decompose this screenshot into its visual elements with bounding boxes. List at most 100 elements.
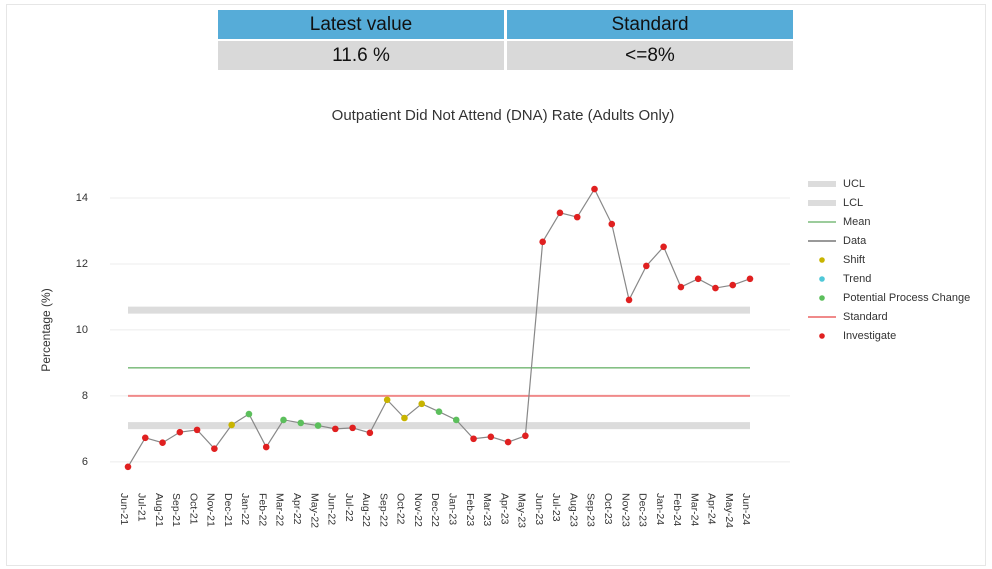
chart-title: Outpatient Did Not Attend (DNA) Rate (Ad…	[332, 107, 675, 124]
x-tick-label: Jun-24	[740, 493, 752, 525]
legend-swatch	[819, 333, 825, 339]
x-tick-label: Apr-24	[706, 493, 718, 525]
x-tick-label: Nov-21	[205, 493, 217, 527]
x-tick-label: Jul-21	[135, 493, 147, 522]
x-tick-label: Jun-21	[118, 493, 130, 525]
legend-label: Shift	[843, 254, 865, 266]
x-tick-label: Dec-21	[222, 493, 234, 527]
x-tick-label: Jun-23	[533, 493, 545, 525]
y-tick-label: 10	[76, 324, 88, 336]
data-point	[211, 445, 218, 452]
data-point	[418, 400, 426, 408]
x-tick-label: Aug-23	[567, 493, 579, 527]
x-tick-label: Aug-21	[153, 493, 165, 527]
frame	[6, 4, 986, 566]
legend-label: Mean	[843, 216, 871, 228]
data-point	[746, 275, 754, 283]
data-point	[401, 414, 408, 422]
x-tick-label: Mar-23	[481, 493, 493, 526]
x-tick-label: Jan-23	[446, 493, 458, 525]
data-point	[176, 428, 184, 436]
legend-swatch	[819, 276, 825, 282]
x-tick-label: Nov-23	[619, 493, 631, 527]
x-tick-label: Dec-22	[429, 493, 441, 527]
x-tick-label: May-23	[516, 493, 528, 528]
x-tick-label: Dec-23	[637, 493, 649, 527]
data-point	[228, 421, 235, 429]
y-axis-label: Percentage (%)	[39, 288, 53, 371]
legend-label: Standard	[843, 311, 888, 323]
y-tick-label: 6	[82, 456, 88, 468]
x-tick-label: Nov-22	[412, 493, 424, 527]
x-tick-label: Oct-23	[602, 493, 614, 525]
x-tick-label: May-22	[308, 493, 320, 528]
x-tick-label: Jan-22	[239, 493, 251, 525]
legend-label: Potential Process Change	[843, 292, 970, 304]
x-tick-label: Mar-22	[274, 493, 286, 526]
x-tick-label: Apr-23	[498, 493, 510, 525]
data-point	[556, 209, 564, 217]
x-tick-label: Feb-22	[256, 493, 268, 526]
x-tick-label: Oct-21	[187, 493, 199, 525]
summary-table: Latest value Standard 11.6 % <=8%	[215, 10, 796, 70]
legend-swatch	[819, 295, 825, 301]
value-cell: <=8%	[507, 39, 793, 70]
data-point	[124, 463, 132, 471]
data-point	[625, 296, 633, 304]
data-point	[591, 185, 598, 193]
data-point	[141, 434, 149, 442]
legend-label: Data	[843, 235, 867, 247]
data-point	[712, 284, 719, 292]
x-tick-label: Mar-24	[688, 493, 700, 526]
data-point	[677, 283, 685, 291]
legend-label: LCL	[843, 197, 863, 209]
data-point	[643, 262, 650, 270]
x-tick-label: Feb-24	[671, 493, 683, 526]
data-point	[660, 243, 667, 251]
x-tick-label: Jul-23	[550, 493, 562, 522]
y-tick-label: 14	[76, 192, 88, 204]
legend-label: Investigate	[843, 330, 896, 342]
legend-label: Trend	[843, 273, 871, 285]
x-tick-label: May-24	[723, 493, 735, 528]
data-point	[539, 238, 546, 246]
data-point	[280, 416, 287, 424]
data-point	[314, 422, 322, 429]
data-point	[245, 410, 253, 418]
y-tick-label: 8	[82, 390, 88, 402]
value-cell: 11.6 %	[218, 39, 504, 70]
x-tick-label: Apr-22	[291, 493, 303, 525]
data-point	[729, 281, 737, 289]
data-point	[366, 429, 374, 437]
x-tick-label: Feb-23	[464, 493, 476, 526]
data-point	[573, 213, 581, 221]
header-cell: Standard	[507, 10, 793, 39]
data-point	[504, 438, 512, 446]
data-point	[435, 408, 443, 416]
data-point	[383, 396, 391, 404]
data-point	[522, 432, 529, 440]
data-point	[349, 424, 356, 432]
x-tick-label: Sep-21	[170, 493, 182, 527]
header-cell: Latest value	[218, 10, 504, 39]
data-point	[297, 419, 305, 427]
x-tick-label: Sep-23	[585, 493, 597, 527]
x-tick-label: Aug-22	[360, 493, 372, 527]
data-point	[262, 443, 270, 451]
x-tick-label: Jan-24	[654, 493, 666, 525]
data-point	[332, 425, 339, 433]
data-point	[608, 220, 616, 228]
legend-swatch	[819, 257, 825, 263]
x-tick-label: Jul-22	[343, 493, 355, 522]
data-point	[193, 426, 201, 434]
x-tick-label: Jun-22	[326, 493, 338, 525]
x-tick-label: Oct-22	[395, 493, 407, 525]
data-point	[159, 439, 166, 447]
data-point	[487, 433, 495, 441]
data-point	[470, 435, 477, 443]
x-tick-label: Sep-22	[377, 493, 389, 527]
y-tick-label: 12	[76, 258, 88, 270]
legend-label: UCL	[843, 178, 865, 190]
